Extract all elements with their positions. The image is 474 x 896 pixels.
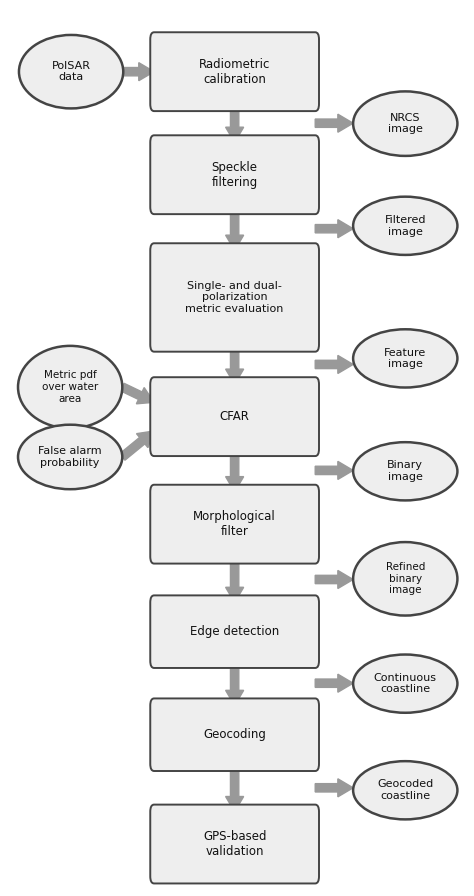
Polygon shape bbox=[226, 449, 244, 492]
Text: Radiometric
calibration: Radiometric calibration bbox=[199, 57, 270, 86]
Text: Geocoding: Geocoding bbox=[203, 728, 266, 741]
Polygon shape bbox=[120, 383, 154, 404]
Text: Refined
binary
image: Refined binary image bbox=[385, 562, 425, 596]
Polygon shape bbox=[315, 779, 353, 797]
Polygon shape bbox=[315, 571, 353, 589]
FancyBboxPatch shape bbox=[150, 596, 319, 668]
Polygon shape bbox=[226, 207, 244, 250]
FancyBboxPatch shape bbox=[150, 243, 319, 351]
Polygon shape bbox=[226, 344, 244, 384]
FancyBboxPatch shape bbox=[150, 699, 319, 771]
Polygon shape bbox=[315, 674, 353, 693]
Ellipse shape bbox=[19, 35, 123, 108]
Ellipse shape bbox=[18, 425, 122, 489]
Polygon shape bbox=[226, 104, 244, 142]
Ellipse shape bbox=[18, 346, 122, 428]
Text: Speckle
filtering: Speckle filtering bbox=[211, 160, 258, 189]
Text: PolSAR
data: PolSAR data bbox=[52, 61, 91, 82]
FancyBboxPatch shape bbox=[150, 32, 319, 111]
Ellipse shape bbox=[353, 91, 457, 156]
FancyBboxPatch shape bbox=[150, 135, 319, 214]
Text: Filtered
image: Filtered image bbox=[384, 215, 426, 237]
Polygon shape bbox=[226, 763, 244, 812]
Text: False alarm
probability: False alarm probability bbox=[38, 446, 102, 468]
FancyBboxPatch shape bbox=[150, 377, 319, 456]
Polygon shape bbox=[315, 356, 353, 374]
Polygon shape bbox=[315, 220, 353, 237]
Text: Single- and dual-
polarization
metric evaluation: Single- and dual- polarization metric ev… bbox=[185, 280, 284, 314]
Polygon shape bbox=[226, 556, 244, 602]
FancyBboxPatch shape bbox=[150, 485, 319, 564]
Polygon shape bbox=[119, 431, 154, 461]
Text: Morphological
filter: Morphological filter bbox=[193, 510, 276, 538]
Polygon shape bbox=[226, 661, 244, 706]
Ellipse shape bbox=[353, 542, 457, 616]
Text: Metric pdf
over water
area: Metric pdf over water area bbox=[42, 370, 98, 404]
Text: Geocoded
coastline: Geocoded coastline bbox=[377, 780, 433, 801]
Text: Edge detection: Edge detection bbox=[190, 625, 279, 638]
FancyBboxPatch shape bbox=[150, 805, 319, 883]
Text: Feature
image: Feature image bbox=[384, 348, 427, 369]
Ellipse shape bbox=[353, 330, 457, 387]
Text: CFAR: CFAR bbox=[219, 410, 250, 423]
Text: Continuous
coastline: Continuous coastline bbox=[374, 673, 437, 694]
Ellipse shape bbox=[353, 443, 457, 500]
Text: Binary
image: Binary image bbox=[387, 461, 423, 482]
Ellipse shape bbox=[353, 654, 457, 713]
Text: GPS-based
validation: GPS-based validation bbox=[203, 830, 266, 858]
Text: NRCS
image: NRCS image bbox=[388, 113, 423, 134]
Polygon shape bbox=[315, 461, 353, 479]
Ellipse shape bbox=[353, 762, 457, 819]
Polygon shape bbox=[123, 63, 154, 81]
Polygon shape bbox=[315, 114, 353, 133]
Ellipse shape bbox=[353, 196, 457, 254]
